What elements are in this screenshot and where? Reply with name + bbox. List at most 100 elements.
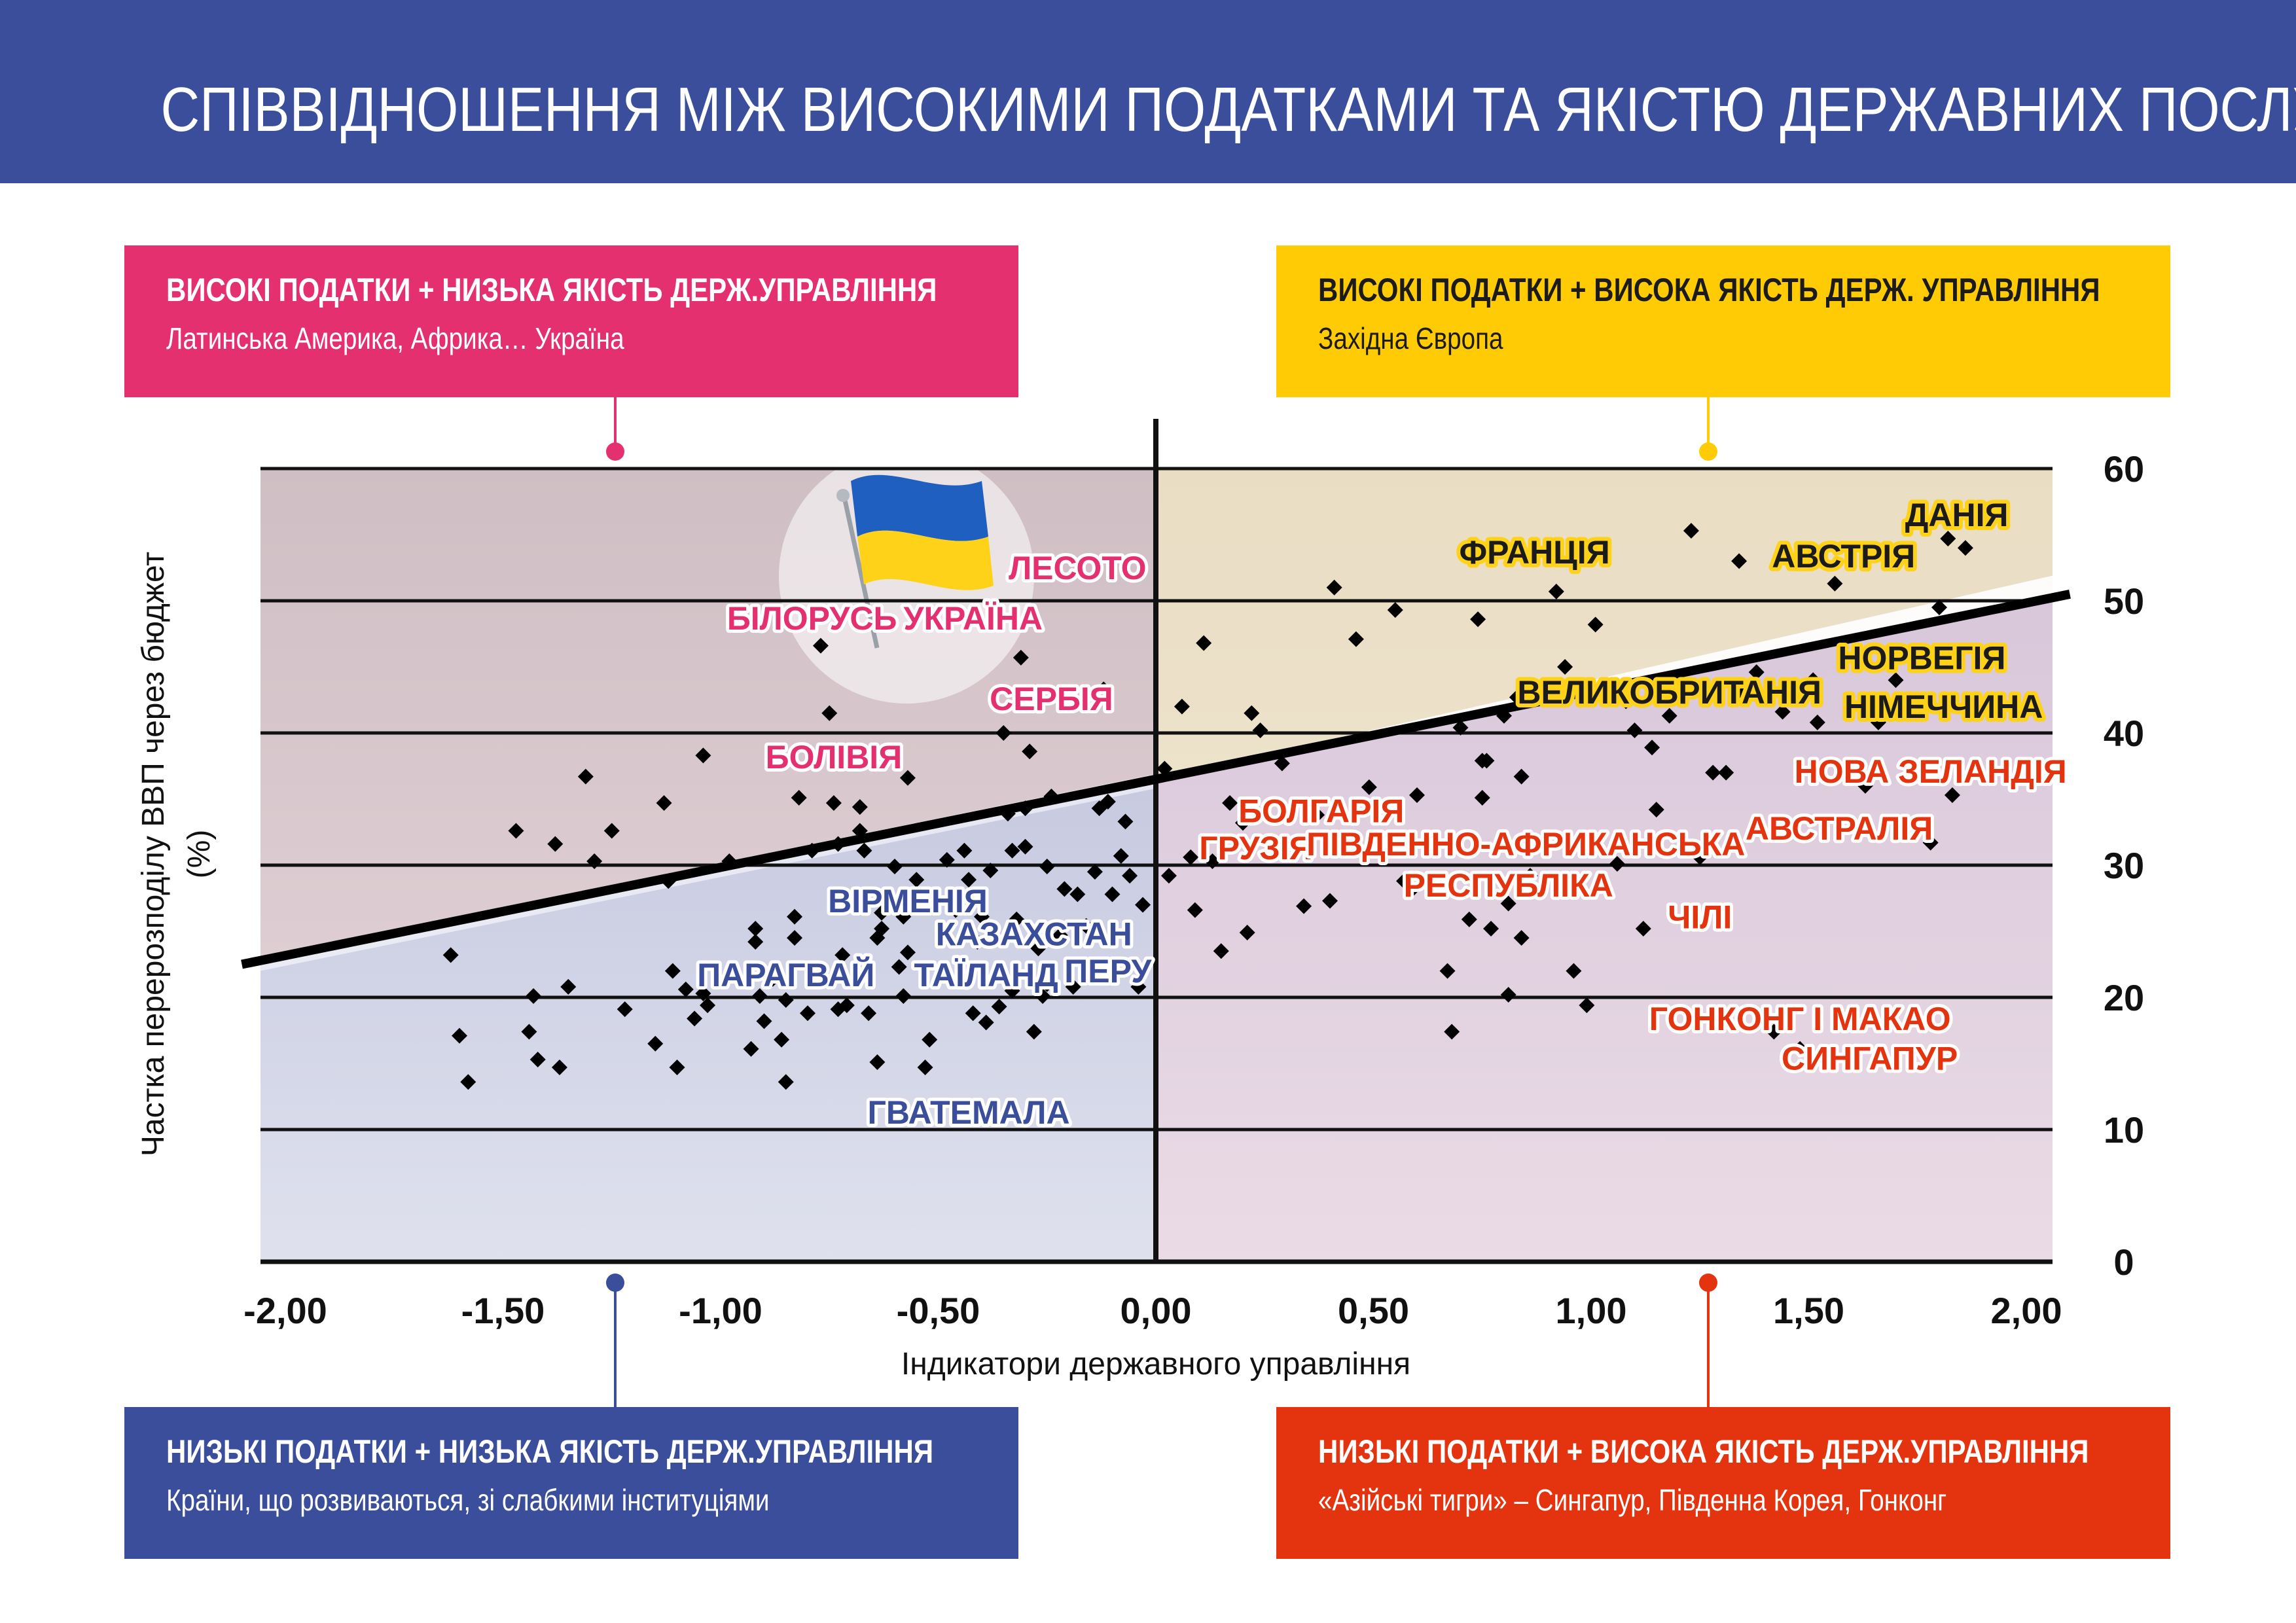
country-label: ТАЇЛАНД bbox=[914, 957, 1058, 993]
data-point bbox=[1513, 768, 1530, 785]
data-point bbox=[1870, 714, 1886, 730]
country-label: ГОНКОНГ І МАКАО bbox=[1649, 1001, 1951, 1037]
data-point bbox=[442, 947, 459, 963]
data-point bbox=[1405, 881, 1421, 897]
data-point bbox=[1056, 881, 1073, 897]
data-point bbox=[887, 859, 903, 875]
data-point bbox=[603, 823, 620, 839]
data-point bbox=[551, 1060, 567, 1076]
x-tick-label: 1,00 bbox=[1556, 1290, 1627, 1331]
country-label: БОЛІВІЯ bbox=[766, 739, 903, 776]
data-point bbox=[1160, 868, 1177, 884]
data-point bbox=[1239, 925, 1255, 941]
data-point bbox=[1017, 800, 1033, 817]
data-point bbox=[996, 725, 1012, 741]
data-point bbox=[791, 789, 807, 806]
data-point bbox=[838, 997, 855, 1014]
data-point bbox=[812, 637, 829, 654]
x-tick-label: 0,00 bbox=[1121, 1290, 1192, 1331]
connector-bottom-left-dot bbox=[606, 1274, 624, 1292]
data-point bbox=[774, 1031, 790, 1048]
data-point bbox=[1496, 707, 1512, 724]
data-point bbox=[778, 1074, 794, 1090]
data-point bbox=[874, 920, 890, 936]
data-point bbox=[1130, 978, 1147, 995]
data-point bbox=[660, 873, 677, 889]
country-labels: ЛЕСОТО БІЛОРУСЬ УКРАЇНА СЕРБІЯ БОЛІВІЯ ФРАНЦІ… bbox=[694, 493, 2070, 1134]
data-point bbox=[1013, 649, 1029, 666]
data-point bbox=[1931, 599, 1947, 616]
data-point bbox=[1827, 575, 1843, 592]
data-point bbox=[1683, 522, 1699, 539]
data-point bbox=[1069, 886, 1086, 902]
quadrant-heading: ВИСОКІ ПОДАТКИ + ВИСОКА ЯКІСТЬ ДЕРЖ. УПР… bbox=[1318, 272, 2100, 308]
data-point bbox=[1004, 842, 1020, 859]
connector-bottom-right-dot bbox=[1699, 1274, 1717, 1292]
data-point bbox=[1361, 779, 1377, 795]
country-label: АВСТРАЛІЯ bbox=[1746, 810, 1933, 847]
quadrant-box-low-tax-high-quality: НИЗЬКІ ПОДАТКИ + ВИСОКА ЯКІСТЬ ДЕРЖ.УПРА… bbox=[1276, 1407, 2170, 1559]
data-point bbox=[999, 806, 1016, 822]
data-point bbox=[560, 978, 577, 995]
x-tick-label: -1,00 bbox=[679, 1290, 762, 1331]
data-point bbox=[687, 1010, 703, 1027]
data-point bbox=[1078, 918, 1094, 934]
data-point bbox=[1222, 795, 1238, 812]
y-axis-title-line: Частка перерозподілу ВВП через бюджет bbox=[136, 552, 171, 1156]
data-point bbox=[961, 872, 977, 888]
data-point bbox=[521, 1024, 537, 1040]
data-point bbox=[1644, 740, 1660, 756]
y-tick-label: 50 bbox=[2104, 580, 2144, 622]
data-point bbox=[508, 823, 524, 839]
data-point bbox=[452, 1027, 467, 1044]
data-point bbox=[1086, 864, 1103, 880]
quadrant-box-high-tax-low-quality: ВИСОКІ ПОДАТКИ + НИЗЬКА ЯКІСТЬ ДЕРЖ.УПРА… bbox=[124, 245, 1018, 397]
data-point bbox=[856, 842, 872, 859]
country-label: ПІВДЕННО-АФРИКАНСЬКА bbox=[1306, 826, 1745, 863]
y-tick-label: 60 bbox=[2104, 448, 2144, 490]
quadrant-description: Західна Європа bbox=[1318, 321, 1503, 355]
data-point bbox=[1648, 802, 1664, 818]
data-point bbox=[1035, 988, 1051, 1004]
data-point bbox=[1026, 1024, 1042, 1040]
background-bottom-left bbox=[260, 779, 1156, 1262]
data-point bbox=[1809, 714, 1825, 730]
data-point bbox=[1252, 722, 1268, 738]
quadrant-connectors bbox=[606, 397, 1717, 1407]
data-point bbox=[969, 934, 986, 950]
country-label: НОРВЕГІЯ bbox=[1838, 639, 2005, 676]
data-point bbox=[1661, 707, 1677, 724]
country-label: ГВАТЕМАЛА bbox=[868, 1094, 1070, 1131]
data-point bbox=[1104, 886, 1121, 902]
data-point bbox=[1213, 943, 1229, 959]
country-label: НОВА ЗЕЛАНДІЯ bbox=[1795, 753, 2067, 790]
data-point bbox=[747, 934, 764, 950]
data-point bbox=[974, 908, 990, 925]
data-point bbox=[1309, 807, 1325, 823]
data-point bbox=[1409, 787, 1425, 803]
data-point bbox=[891, 959, 907, 975]
y-tick-label: 20 bbox=[2104, 977, 2144, 1018]
data-point bbox=[1135, 897, 1151, 913]
data-point bbox=[1030, 940, 1047, 957]
data-point bbox=[1004, 982, 1020, 999]
data-point bbox=[1296, 898, 1312, 914]
data-point bbox=[908, 872, 925, 888]
data-point bbox=[1731, 553, 1748, 569]
trend-line bbox=[241, 590, 2071, 969]
country-label: ПАРАГВАЙ bbox=[697, 956, 874, 993]
data-point bbox=[1183, 849, 1199, 865]
flag-pole bbox=[842, 497, 880, 649]
data-point bbox=[1766, 1024, 1782, 1040]
data-point bbox=[460, 1074, 476, 1090]
y-axis-title-line: (%) bbox=[182, 830, 217, 879]
data-point bbox=[1157, 760, 1173, 777]
data-point bbox=[1579, 997, 1595, 1014]
flag-pole-top bbox=[836, 489, 850, 502]
trend-highlight bbox=[1156, 575, 2053, 779]
data-point bbox=[1326, 579, 1342, 596]
country-label: ЧІЛІ bbox=[1668, 899, 1732, 935]
country-label: РЕСПУБЛІКА bbox=[1404, 867, 1613, 904]
data-point bbox=[1944, 787, 1960, 803]
